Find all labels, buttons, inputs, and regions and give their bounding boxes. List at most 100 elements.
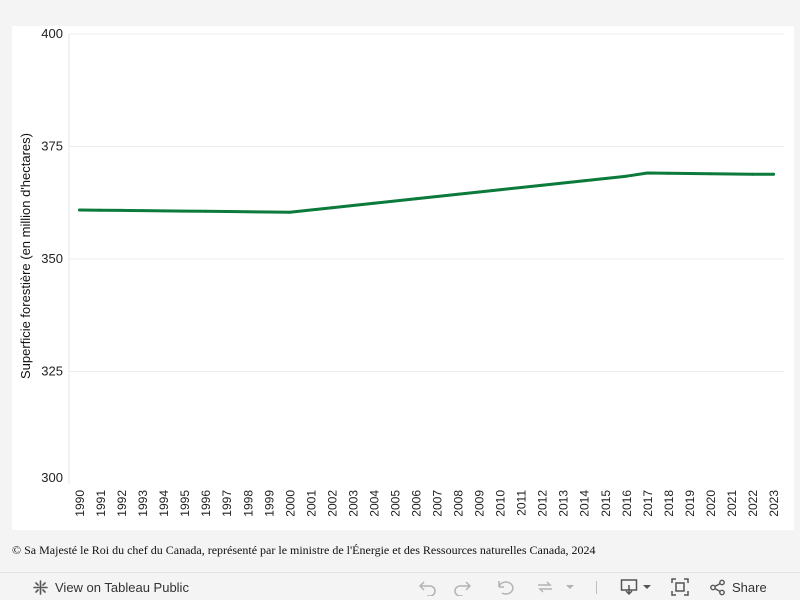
refresh-dropdown-button[interactable] — [565, 573, 575, 600]
y-tick-label: 400 — [41, 26, 63, 41]
data-point-2004[interactable] — [372, 201, 376, 205]
series-line[interactable] — [78, 171, 775, 214]
fullscreen-button[interactable] — [671, 573, 689, 600]
x-tick-label: 2002 — [325, 490, 339, 517]
view-on-tableau-public-label: View on Tableau Public — [55, 579, 189, 595]
data-point-2001[interactable] — [309, 208, 313, 212]
undo-icon — [418, 578, 438, 596]
data-point-2012[interactable] — [540, 183, 544, 187]
tableau-toolbar: View on Tableau Public — [0, 572, 800, 600]
data-point-2023[interactable] — [772, 172, 775, 176]
x-tick-label: 1993 — [136, 490, 150, 517]
x-tick-label: 2022 — [746, 490, 760, 517]
data-point-2021[interactable] — [730, 172, 733, 176]
x-tick-label: 2011 — [515, 490, 529, 516]
y-tick-label: 325 — [41, 364, 63, 379]
chevron-down-icon — [565, 583, 575, 591]
x-tick-label: 1991 — [94, 490, 108, 517]
refresh-button[interactable] — [535, 573, 555, 600]
refresh-icon — [535, 578, 555, 596]
x-tick-label: 2015 — [599, 490, 613, 517]
series-layer[interactable] — [78, 171, 775, 214]
data-point-2002[interactable] — [330, 206, 334, 210]
data-point-2014[interactable] — [582, 179, 586, 183]
redo-button[interactable] — [452, 573, 472, 600]
data-point-2011[interactable] — [519, 186, 523, 189]
data-point-1990[interactable] — [78, 208, 81, 212]
data-point-2009[interactable] — [477, 190, 481, 194]
data-point-2022[interactable] — [751, 172, 754, 176]
data-point-1991[interactable] — [99, 208, 102, 212]
data-point-1997[interactable] — [225, 210, 229, 213]
x-tick-label: 1996 — [199, 490, 213, 517]
x-tick-label: 1998 — [241, 490, 255, 517]
x-tick-label: 2012 — [536, 490, 550, 517]
x-tick-label: 2006 — [409, 490, 423, 517]
x-tick-label: 2008 — [452, 490, 466, 517]
x-tick-label: 2009 — [473, 490, 487, 517]
undo-button[interactable] — [418, 573, 438, 600]
data-point-2005[interactable] — [393, 199, 397, 203]
data-point-2010[interactable] — [498, 188, 502, 192]
data-point-1992[interactable] — [120, 209, 123, 212]
data-point-2007[interactable] — [435, 195, 439, 198]
x-tick-label: 2013 — [557, 490, 571, 517]
x-tick-label: 1994 — [157, 490, 171, 517]
data-point-2006[interactable] — [414, 197, 418, 201]
share-icon — [709, 579, 726, 596]
data-point-1996[interactable] — [204, 209, 208, 213]
y-axis-label: Superficie forestière (en million d'hect… — [18, 133, 33, 379]
data-point-1994[interactable] — [162, 209, 166, 213]
chart-panel: 300 325 350 375 400 1990 1991 1992 1993 1994 1995… — [12, 26, 794, 530]
view-on-tableau-public-link[interactable]: View on Tableau Public — [32, 573, 189, 600]
data-point-2003[interactable] — [351, 204, 355, 207]
data-point-2000[interactable] — [288, 210, 292, 214]
x-tick-label: 1995 — [178, 490, 192, 517]
x-tick-label: 2007 — [431, 490, 445, 517]
share-label: Share — [732, 579, 767, 595]
x-tick-label: 2019 — [683, 490, 697, 517]
toolbar-divider — [596, 581, 597, 594]
x-tick-label: 1992 — [115, 490, 129, 517]
data-point-2008[interactable] — [456, 192, 460, 196]
data-point-2013[interactable] — [561, 181, 565, 185]
line-chart: 300 325 350 375 400 1990 1991 1992 1993 1994 1995… — [18, 26, 784, 517]
x-tick-label: 2018 — [662, 490, 676, 517]
x-tick-label: 2016 — [620, 490, 634, 517]
data-point-2017[interactable] — [645, 171, 649, 175]
chevron-down-icon — [642, 583, 652, 591]
data-point-1998[interactable] — [246, 210, 250, 214]
data-point-2016[interactable] — [624, 174, 628, 178]
x-tick-label: 2004 — [367, 490, 381, 517]
y-tick-label: 300 — [41, 470, 63, 485]
fullscreen-icon — [671, 578, 689, 596]
share-button[interactable]: Share — [709, 573, 767, 600]
data-point-2018[interactable] — [666, 171, 670, 175]
data-point-2019[interactable] — [688, 172, 691, 175]
x-tick-label: 2005 — [388, 490, 402, 517]
x-tick-label: 2001 — [304, 490, 318, 517]
y-tick-label: 350 — [41, 251, 63, 266]
x-tick-label: 2020 — [704, 490, 718, 517]
x-tick-label: 1997 — [220, 490, 234, 517]
download-button[interactable] — [620, 573, 652, 600]
data-point-2015[interactable] — [603, 177, 607, 180]
download-icon — [620, 578, 642, 596]
x-tick-label: 1990 — [73, 490, 87, 517]
y-axis-ticks: 300 325 350 375 400 — [41, 26, 63, 485]
copyright-notice: © Sa Majesté le Roi du chef du Canada, r… — [12, 543, 596, 557]
data-point-1995[interactable] — [183, 209, 187, 213]
x-tick-label: 2023 — [767, 490, 781, 517]
x-tick-label: 2014 — [578, 490, 592, 517]
redo-icon — [452, 578, 472, 596]
revert-icon — [496, 578, 516, 596]
data-point-2020[interactable] — [709, 172, 712, 176]
revert-button[interactable] — [496, 573, 516, 600]
x-tick-label: 2021 — [725, 490, 739, 517]
gridlines — [68, 33, 784, 484]
x-tick-label: 1999 — [262, 490, 276, 517]
data-point-1993[interactable] — [141, 209, 145, 213]
data-point-1999[interactable] — [267, 210, 271, 214]
x-tick-label: 2010 — [494, 490, 508, 517]
